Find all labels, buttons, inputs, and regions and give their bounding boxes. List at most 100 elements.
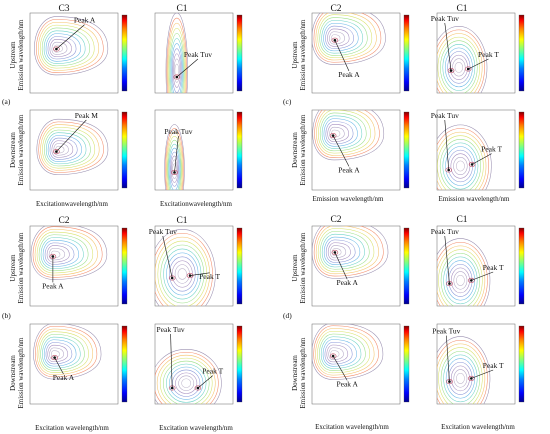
contour-line [330,350,340,358]
eem-panel-2: Peak M [29,109,128,191]
peak-core [329,133,337,139]
colorbar [518,14,525,92]
eem-panel-14: Peak A [311,323,410,405]
eem-panel-4: Peak A [29,225,128,307]
contour-line [437,128,489,190]
contour-lines [312,13,386,65]
contour-line [331,34,341,43]
contour-line [166,252,199,296]
peak-core [464,66,472,72]
peak-leader-line [446,335,450,382]
contour-line [453,271,468,290]
contour-line [329,31,345,45]
panel-title-a2: C1 [176,4,187,14]
contour-line [47,36,77,60]
contour-line [312,13,386,65]
contour-line [450,267,470,294]
contour-line [313,325,379,378]
contour-lines [164,124,185,190]
peak-marker [188,274,192,277]
contour-line [437,336,491,404]
contour-line [317,228,375,272]
peak-label: Peak Tuv [157,325,185,334]
peak-leader-line [176,58,199,78]
contour-lines [36,118,109,175]
peak-core [51,355,58,361]
contour-line [40,334,85,371]
ylabel-downstream-b: Downstream [9,355,17,391]
colorbar [518,111,525,189]
contour-line [51,140,74,158]
eem-panel-10: Peak A [311,109,410,191]
colorbar [403,111,410,189]
plot-frame [436,12,516,94]
ylabel-emission-a1: Emission wavelength/nm [17,19,25,91]
peak-label: Peak A [53,373,75,382]
contour-line [444,47,473,88]
contour-line [167,22,187,93]
contour-line [327,242,351,261]
contour-line [325,121,354,145]
contour-line [44,129,91,167]
peak-leader-line [332,355,348,381]
contour-line [170,38,184,93]
peak-label: Peak Tuv [431,227,459,236]
contour-line [36,328,94,376]
ylabel-emission-c2: Emission wavelength/nm [299,114,307,186]
xlabel-d1: Excitation wavelength/nm [315,423,389,431]
contour-line [325,239,356,263]
contour-lines [155,349,222,404]
contour-line [181,378,192,388]
peak-label: Peak A [336,278,358,287]
contour-line [327,124,350,143]
contour-line [46,245,70,263]
contour-line [167,139,182,190]
ylabel-downstream-a: Downstream [9,132,17,168]
contour-line [453,369,468,388]
colorbar [236,14,243,92]
contour-line [313,13,382,63]
contour-line [39,24,95,69]
contour-lines [33,324,102,380]
contour-line [178,375,195,391]
contour-line [160,244,205,304]
xlabel-c1: Emission wavelength/nm [313,195,385,203]
contour-line [162,360,210,404]
colorbar [403,325,410,403]
contour-lines [312,110,385,161]
contour-line [442,44,476,91]
panel-title-c2: C1 [456,4,467,14]
contour-line [157,240,208,306]
contour-line [37,21,100,71]
peak-label: Peak A [336,379,358,388]
contour-line [51,41,68,55]
contour-line [443,256,478,305]
plot-frame [436,323,516,405]
contour-line [34,325,98,378]
contour-line [43,30,86,64]
contour-line [445,358,475,399]
contour-line [155,229,216,306]
peak-leader-line [444,119,449,171]
eem-panel-7: Peak Tuv Peak T [154,323,243,405]
ylabel-emission-a2: Emission wavelength/nm [17,114,25,186]
peak-leader-line [56,119,87,152]
peak-core [329,353,337,359]
panel-title-d1: C2 [330,215,341,225]
contour-line [437,26,488,93]
contour-line [172,369,201,397]
contour-line [317,14,373,58]
contour-line [165,132,184,190]
peak-leader-line [468,58,489,70]
contour-line [155,349,222,404]
contour-line [325,25,354,49]
contour-line [36,118,109,175]
peak-marker [470,377,473,380]
xlabel-a2: Excitationwavelength/nm [160,200,232,208]
contour-line [327,28,350,47]
contour-line [177,268,187,280]
contour-line [440,252,481,306]
panel-title-d2: C1 [456,215,467,225]
peak-leader-line [471,369,494,379]
contour-line [47,344,69,363]
